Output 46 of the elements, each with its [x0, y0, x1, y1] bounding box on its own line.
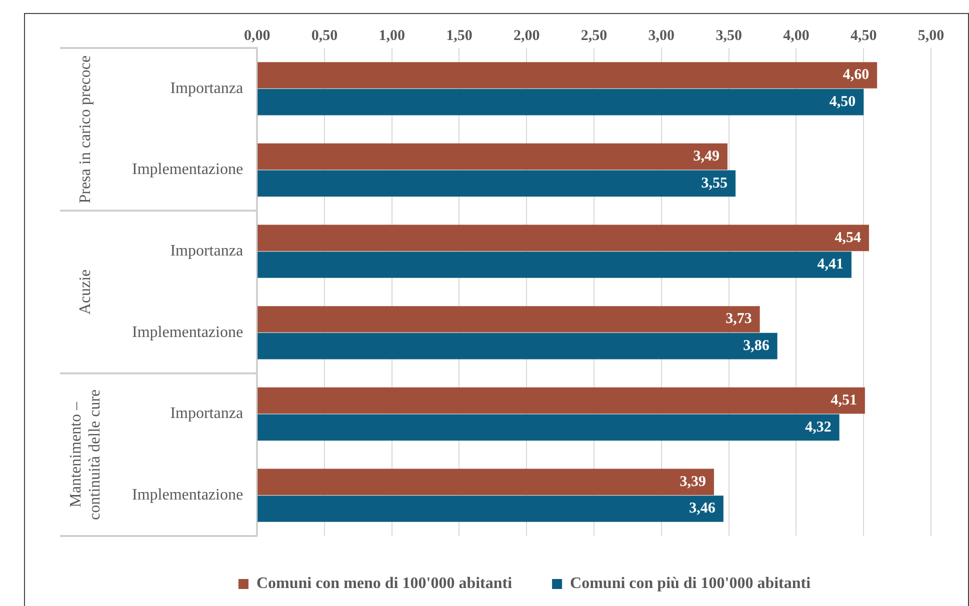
text: Acuzie	[77, 269, 94, 315]
x-tick-label: 2,50	[580, 28, 608, 44]
data-label: 4,41	[817, 256, 844, 273]
bar	[258, 88, 864, 116]
data-label: 3,39	[680, 474, 706, 490]
data-label: 3,46	[689, 500, 716, 517]
data-label: 4,54	[834, 230, 862, 246]
x-tick-label: 0,00	[244, 28, 270, 44]
bar	[258, 496, 724, 522]
y-tick-label: Implementazione	[132, 161, 244, 178]
bar	[258, 170, 736, 197]
text: Mantenimento – continuità delle cure	[68, 389, 104, 520]
x-tick-label: 3,50	[716, 28, 742, 44]
x-tick-label: 1,00	[378, 28, 405, 44]
y-tick-label: Implementazione	[132, 324, 244, 341]
bar	[258, 143, 728, 170]
data-label: 4,50	[829, 94, 856, 110]
legend-label: Comuni con più di 100'000 abitanti	[570, 575, 812, 592]
bar	[258, 252, 852, 278]
y-tick-label: Importanza	[170, 80, 244, 97]
data-label: 4,32	[805, 419, 832, 436]
x-tick-label: 3,00	[648, 28, 675, 44]
data-label: 3,49	[693, 148, 720, 164]
x-tick-label: 0,50	[311, 28, 338, 44]
bar	[258, 306, 760, 332]
x-tick-label: 5,00	[918, 28, 944, 44]
legend-label: Comuni con meno di 100'000 abitanti	[256, 575, 513, 592]
bar	[258, 62, 878, 88]
x-tick-label: 2,00	[514, 28, 540, 44]
text: Presa in carico precoce	[77, 55, 94, 204]
data-label: 3,55	[701, 175, 728, 192]
data-label: 4,60	[842, 67, 870, 84]
y-tick-label: Implementazione	[132, 486, 244, 504]
x-tick-label: 4,00	[783, 28, 810, 44]
data-label: 3,73	[726, 311, 752, 328]
data-label: 3,86	[743, 338, 770, 354]
y-tick-label: Importanza	[170, 242, 244, 260]
bar	[258, 414, 840, 441]
bar	[258, 468, 714, 496]
bar	[258, 387, 865, 414]
x-tick-label: 1,50	[446, 28, 472, 44]
bar	[258, 224, 869, 252]
data-label: 4,51	[830, 392, 857, 408]
bar	[258, 332, 778, 360]
x-tick-label: 4,50	[850, 28, 877, 44]
y-tick-label: Importanza	[170, 405, 244, 422]
